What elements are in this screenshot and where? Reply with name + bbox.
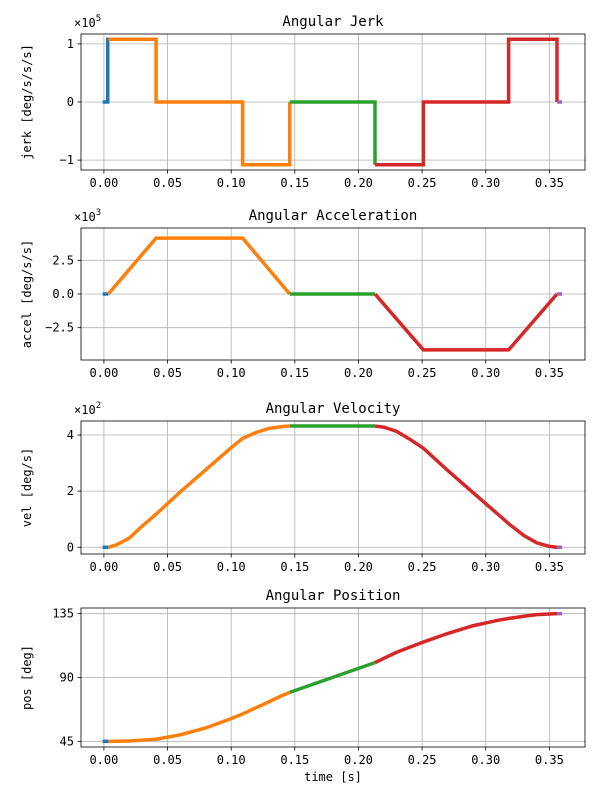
- y-tick-label: 4: [67, 428, 74, 442]
- y-axis-label: jerk [deg/s/s/s]: [20, 44, 34, 160]
- y-tick-label: 0: [67, 540, 74, 554]
- y-offset-base: ×10: [74, 403, 96, 417]
- y-tick-label: 90: [60, 671, 74, 685]
- x-tick-label: 0.10: [217, 560, 246, 574]
- y-offset-multiplier: ×102: [74, 401, 101, 417]
- y-tick-label: 2.5: [52, 253, 74, 267]
- y-axis-label: accel [deg/s/s]: [20, 240, 34, 348]
- x-axis-label: time [s]: [304, 770, 362, 784]
- series-line: [102, 37, 110, 104]
- x-tick-label: 0.20: [344, 176, 373, 190]
- subplot-2: 0.00 0.05 0.10 0.15 0.20 0.25 0.30 0.35 −2.5 0.0 2…: [20, 208, 586, 380]
- series-line: [373, 292, 559, 352]
- series-line: [107, 424, 290, 549]
- x-tick-label: 0.10: [217, 366, 246, 380]
- x-tick-label: 0.30: [471, 366, 500, 380]
- subplot-4: 0.00 0.05 0.10 0.15 0.20 0.25 0.30 0.35 45 90 135 A…: [20, 588, 586, 784]
- series-line: [289, 660, 376, 695]
- x-tick-label: 0.15: [280, 753, 309, 767]
- series-line: [374, 611, 558, 665]
- x-tick-label: 0.15: [280, 176, 309, 190]
- x-tick-label: 0.25: [408, 753, 437, 767]
- x-tick-label: 0.35: [535, 560, 564, 574]
- x-tick-label: 0.30: [471, 176, 500, 190]
- subplot-title: Angular Velocity: [266, 401, 401, 417]
- x-tick-label: 0.15: [280, 560, 309, 574]
- x-tick-label: 0.10: [217, 176, 246, 190]
- y-tick-label: 45: [60, 734, 74, 748]
- series-line: [108, 37, 292, 167]
- y-tick-label: 135: [52, 607, 74, 621]
- x-tick-label: 0.05: [153, 753, 182, 767]
- x-tick-label: 0.05: [153, 176, 182, 190]
- x-tick-label: 0.05: [153, 366, 182, 380]
- subplot-3: 0.00 0.05 0.10 0.15 0.20 0.25 0.30 0.35 0 2 4 Angul…: [20, 401, 586, 574]
- series-line: [107, 236, 292, 296]
- x-tick-label: 0.00: [89, 753, 118, 767]
- y-offset-multiplier: ×105: [74, 14, 101, 30]
- y-offset-exponent: 2: [96, 401, 101, 411]
- x-tick-label: 0.30: [471, 560, 500, 574]
- x-tick-label: 0.30: [471, 753, 500, 767]
- series-line: [108, 690, 291, 744]
- subplot-title: Angular Jerk: [282, 14, 384, 30]
- y-axis-label: pos [deg]: [20, 645, 34, 710]
- x-tick-label: 0.00: [89, 560, 118, 574]
- series-line: [374, 424, 558, 550]
- x-tick-label: 0.10: [217, 753, 246, 767]
- y-tick-label: −2.5: [45, 321, 74, 335]
- x-tick-label: 0.25: [408, 366, 437, 380]
- subplot-1: 0.00 0.05 0.10 0.15 0.20 0.25 0.30 0.35 −1 0 1 Angu…: [20, 14, 586, 190]
- y-offset-exponent: 3: [96, 208, 101, 218]
- x-tick-label: 0.15: [280, 366, 309, 380]
- y-tick-label: 0.0: [52, 287, 74, 301]
- y-tick-label: 2: [67, 484, 74, 498]
- y-axis-label: vel [deg/s]: [20, 448, 34, 527]
- y-tick-label: 0: [67, 95, 74, 109]
- y-offset-base: ×10: [74, 210, 96, 224]
- x-tick-label: 0.35: [535, 366, 564, 380]
- x-tick-label: 0.00: [89, 366, 118, 380]
- series-line: [375, 37, 559, 167]
- x-tick-label: 0.05: [153, 560, 182, 574]
- x-tick-label: 0.20: [344, 366, 373, 380]
- subplot-title: Angular Acceleration: [249, 208, 418, 224]
- y-offset-multiplier: ×103: [74, 208, 101, 224]
- x-tick-label: 0.00: [89, 176, 118, 190]
- y-offset-base: ×10: [74, 16, 96, 30]
- y-tick-label: 1: [67, 37, 74, 51]
- y-offset-exponent: 5: [96, 14, 101, 24]
- series-line: [289, 100, 377, 165]
- x-tick-label: 0.20: [344, 560, 373, 574]
- subplot-title: Angular Position: [266, 588, 401, 604]
- x-tick-label: 0.20: [344, 753, 373, 767]
- x-tick-label: 0.25: [408, 176, 437, 190]
- y-tick-label: −1: [60, 153, 74, 167]
- x-tick-label: 0.25: [408, 560, 437, 574]
- x-tick-label: 0.35: [535, 176, 564, 190]
- plot-frame: [80, 420, 586, 555]
- x-tick-label: 0.35: [535, 753, 564, 767]
